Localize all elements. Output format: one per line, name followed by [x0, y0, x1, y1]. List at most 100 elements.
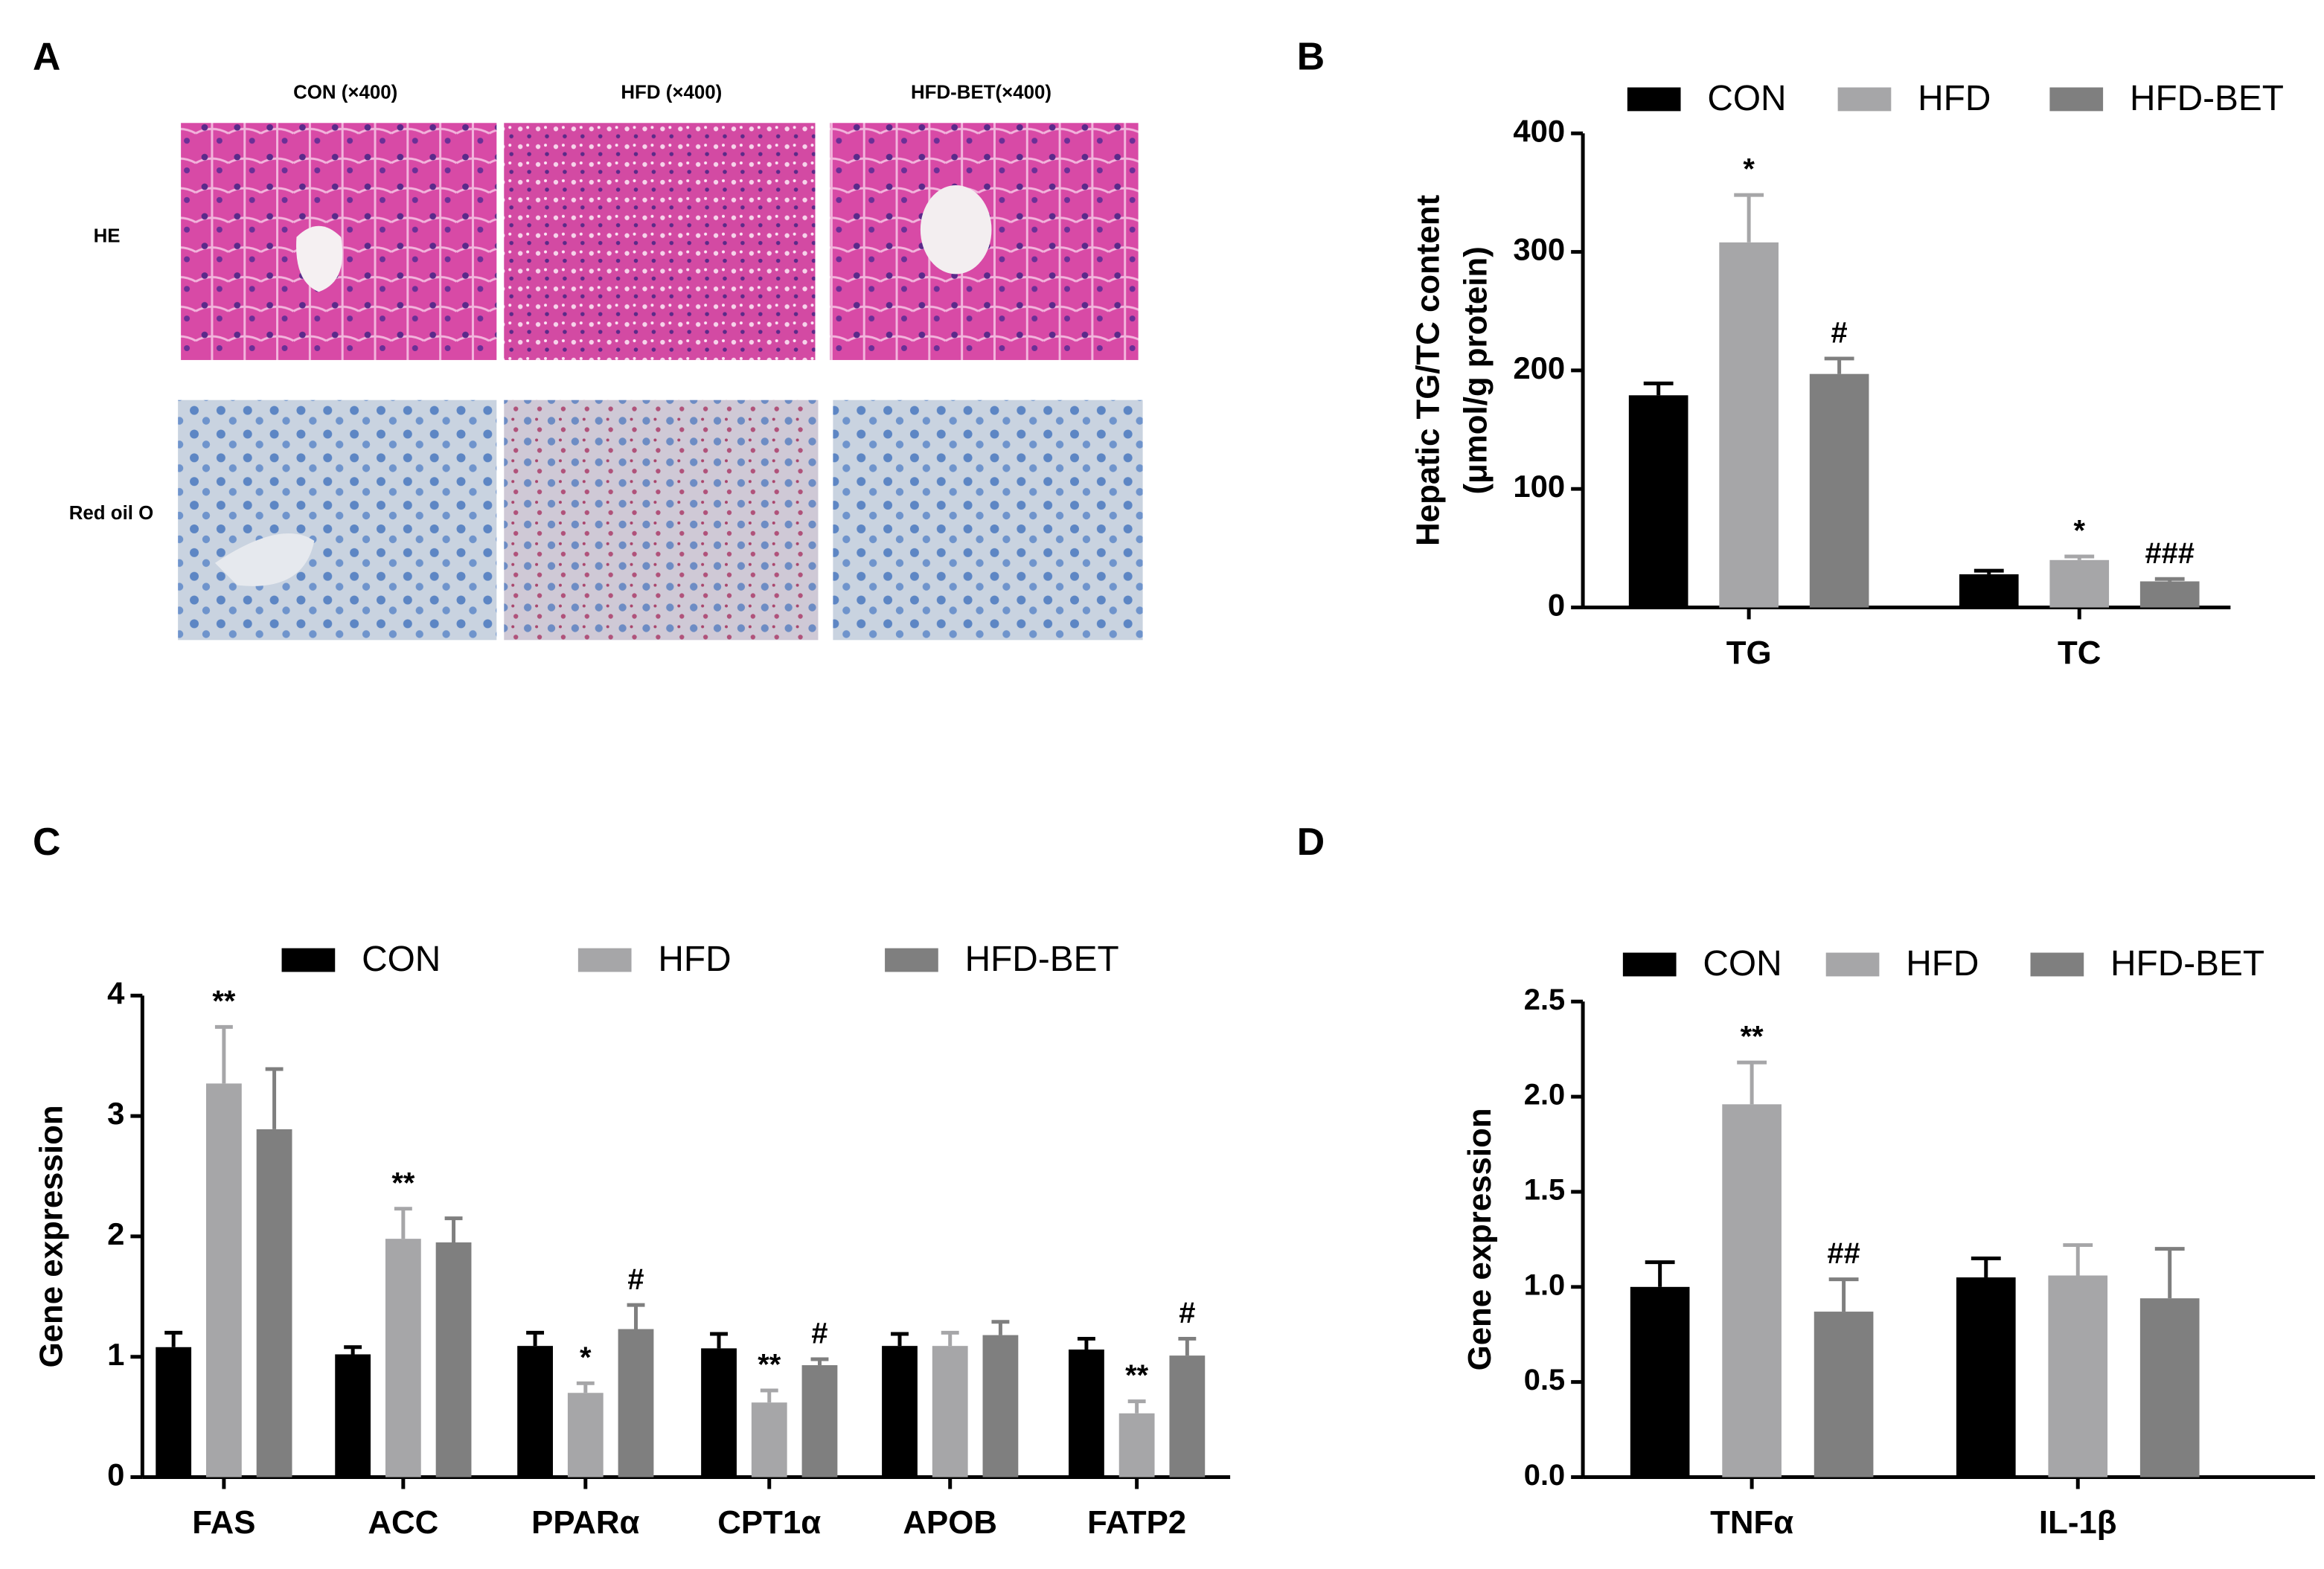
- bar: [1630, 1286, 1690, 1477]
- bar: [205, 1083, 242, 1477]
- y-tick-label: 400: [1513, 113, 1565, 148]
- x-tick-label: TC: [2058, 635, 2101, 671]
- bar: [2139, 581, 2200, 608]
- significance-label: #: [627, 1263, 644, 1296]
- x-tick-label: CPT1α: [717, 1504, 821, 1541]
- bar: [567, 1393, 604, 1477]
- bar: [2139, 1298, 2200, 1477]
- bar: [1169, 1355, 1206, 1477]
- legend-label: HFD-BET: [2130, 79, 2284, 118]
- bar: [1118, 1413, 1155, 1477]
- micrograph: [504, 400, 819, 641]
- row-label: HE: [94, 225, 121, 246]
- y-tick-label: 0: [1548, 588, 1565, 623]
- bar: [1959, 574, 2019, 608]
- significance-label: **: [758, 1349, 781, 1382]
- x-tick-label: PPARα: [531, 1504, 639, 1541]
- bar: [982, 1335, 1019, 1477]
- bar: [1814, 1312, 1874, 1477]
- panel-label: D: [1297, 820, 1325, 863]
- y-tick-label: 1: [107, 1337, 124, 1372]
- legend-label: HFD: [1918, 79, 1991, 118]
- y-tick-label: 0.5: [1524, 1364, 1565, 1396]
- micrograph: [504, 123, 816, 360]
- y-tick-label: 2.5: [1524, 984, 1565, 1016]
- bar: [435, 1242, 472, 1477]
- bar: [1956, 1277, 2016, 1477]
- significance-label: #: [811, 1318, 828, 1350]
- chart-panel: C Gene expression 0 1 2 3 4 CON HFD HFD-BET FAS ** A…: [33, 820, 1231, 1541]
- legend-label: CON: [1703, 944, 1782, 984]
- bar: [1722, 1104, 1782, 1477]
- significance-label: #: [1831, 317, 1848, 350]
- y-tick-label: 2.0: [1524, 1079, 1565, 1111]
- y-tick-label: 100: [1513, 469, 1565, 504]
- y-tick-label: 1.5: [1524, 1173, 1565, 1206]
- legend-swatch: [2030, 952, 2084, 977]
- legend-swatch: [1627, 87, 1681, 112]
- histology: [178, 123, 1143, 641]
- legend-label: CON: [362, 940, 441, 979]
- column-title: HFD-BET(×400): [911, 82, 1051, 103]
- x-tick-label: TNFα: [1710, 1504, 1793, 1541]
- bar: [385, 1239, 421, 1477]
- x-tick-label: TG: [1726, 635, 1772, 671]
- x-tick-label: FAS: [192, 1504, 255, 1541]
- bar: [517, 1346, 553, 1477]
- x-tick-label: FATP2: [1087, 1504, 1186, 1541]
- column-title: HFD (×400): [621, 82, 722, 103]
- row-label: Red oil O: [69, 503, 154, 524]
- bar: [618, 1329, 654, 1477]
- significance-label: **: [1125, 1359, 1148, 1392]
- significance-label: *: [580, 1341, 592, 1374]
- bar: [1719, 242, 1779, 608]
- y-tick-label: 0: [107, 1457, 124, 1492]
- legend-label: HFD: [1906, 944, 1979, 984]
- vessel: [296, 225, 343, 292]
- legend-swatch: [577, 948, 632, 972]
- legend-swatch: [1837, 87, 1892, 112]
- bar: [1809, 373, 1869, 608]
- vessel: [920, 185, 992, 275]
- micrograph: [178, 400, 497, 641]
- y-tick-label: 300: [1513, 232, 1565, 267]
- legend-swatch: [1825, 952, 1880, 977]
- significance-label: #: [1179, 1297, 1195, 1329]
- significance-label: *: [2073, 515, 2085, 548]
- y-axis-label: (μmol/g protein): [1457, 246, 1494, 494]
- bar: [1069, 1350, 1104, 1477]
- legend-label: CON: [1707, 79, 1786, 118]
- significance-label: *: [1743, 153, 1755, 186]
- legend-swatch: [281, 948, 336, 972]
- bar: [1628, 395, 1688, 608]
- y-axis-label: Hepatic TG/TC content: [1410, 194, 1447, 545]
- bar: [335, 1354, 371, 1477]
- y-axis-label: Gene expression: [1462, 1108, 1498, 1370]
- bar: [2048, 1275, 2108, 1477]
- x-tick-label: APOB: [903, 1504, 997, 1541]
- chart-panel: B Hepatic TG/TC content (μmol/g protein) 0 1…: [1297, 34, 2284, 670]
- bar: [2049, 559, 2110, 608]
- micrograph: [833, 400, 1143, 641]
- x-tick-label: IL-1β: [2039, 1504, 2117, 1541]
- significance-label: ###: [2145, 537, 2194, 570]
- significance-label: **: [212, 985, 235, 1018]
- legend-label: HFD: [658, 940, 731, 979]
- bar: [882, 1346, 918, 1477]
- y-tick-label: 200: [1513, 350, 1565, 385]
- chart-panel: D Gene expression 0.0 0.5 1.0 1.5 2.0 2.5 CON HFD…: [1297, 820, 2315, 1541]
- legend-swatch: [885, 948, 938, 972]
- bar: [156, 1347, 192, 1477]
- bar: [801, 1365, 838, 1477]
- y-tick-label: 0.0: [1524, 1459, 1565, 1492]
- bar: [932, 1346, 968, 1477]
- significance-label: **: [391, 1167, 414, 1199]
- significance-label: **: [1741, 1021, 1764, 1053]
- panel-label: A: [33, 34, 60, 77]
- bar: [751, 1402, 787, 1477]
- legend-label: HFD-BET: [965, 940, 1119, 979]
- vessel: [214, 533, 315, 586]
- y-tick-label: 4: [107, 975, 125, 1010]
- panel-label: B: [1297, 34, 1325, 77]
